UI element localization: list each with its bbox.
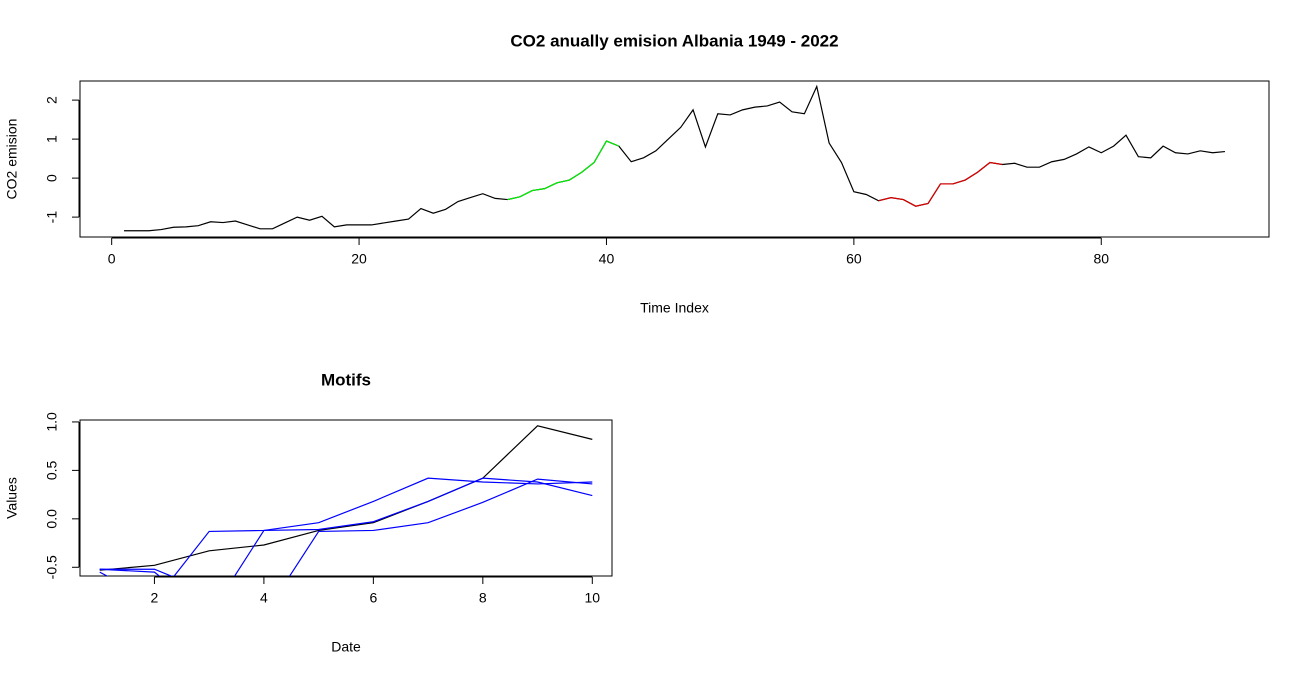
y-tick-label: 1 (44, 135, 60, 143)
data-line (99, 477, 593, 576)
plot-frame (79, 80, 1270, 238)
data-line (878, 161, 1003, 207)
chart-title: CO2 anually emision Albania 1949 - 2022 (510, 31, 838, 50)
x-tick-label: 80 (1093, 251, 1109, 267)
x-axis-title: Date (331, 639, 361, 655)
data-line (99, 478, 593, 576)
y-tick-label: 2 (44, 96, 60, 104)
x-tick-label: 6 (369, 590, 377, 606)
x-tick-label: 2 (151, 590, 159, 606)
y-tick-label: 0.0 (44, 509, 60, 529)
x-tick-label: 0 (108, 251, 116, 267)
data-line (99, 425, 593, 571)
y-tick-label: -1 (44, 211, 60, 224)
data-line (99, 477, 593, 576)
x-tick-label: 60 (846, 251, 862, 267)
y-tick-label: -0.5 (44, 555, 60, 579)
x-tick-label: 10 (585, 590, 601, 606)
chart-title: Motifs (321, 370, 371, 389)
x-axis-title: Time Index (640, 300, 709, 316)
y-tick-label: 0 (44, 174, 60, 182)
y-axis-title: CO2 emision (4, 119, 20, 200)
y-tick-label: 1.0 (44, 412, 60, 432)
plot-frame (79, 419, 613, 577)
x-tick-label: 8 (479, 590, 487, 606)
x-tick-label: 4 (260, 590, 268, 606)
data-line (507, 140, 620, 201)
x-tick-label: 20 (351, 251, 367, 267)
data-line (124, 84, 1226, 232)
x-tick-label: 40 (599, 251, 615, 267)
y-tick-label: 0.5 (44, 460, 60, 480)
y-axis-title: Values (4, 477, 20, 519)
chart: CO2 anually emision Albania 1949 - 2022 T… (4, 31, 1270, 316)
chart: Motifs Date Values 2 4 6 8 10 -0.5 0.0 0.5 1.0 (4, 370, 613, 655)
